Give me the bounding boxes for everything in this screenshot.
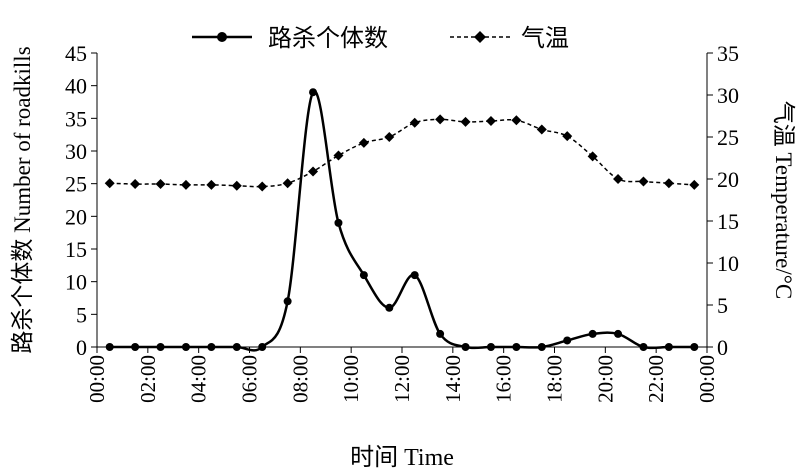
roadkills-point — [639, 343, 648, 351]
roadkills-point — [512, 343, 521, 351]
roadkills-point — [359, 271, 368, 280]
temperature-point — [435, 114, 446, 125]
right-y-axis-title: 气温 Temperature/°C — [771, 101, 796, 300]
roadkills-point — [105, 343, 114, 351]
left-y-tick-label: 40 — [65, 74, 87, 99]
roadkills-point — [664, 343, 673, 351]
left-y-tick-label: 30 — [65, 139, 87, 164]
x-axis-title: 时间 Time — [350, 444, 454, 471]
roadkills-point — [614, 329, 623, 338]
roadkills-point — [207, 343, 216, 351]
temperature-point — [460, 116, 471, 127]
x-tick-label: 04:00 — [187, 355, 211, 403]
right-y-tick-label: 15 — [717, 209, 739, 234]
temperature-line — [109, 118, 695, 188]
right-y-tick-label: 30 — [717, 83, 739, 108]
roadkills-line — [109, 90, 695, 352]
temperature-point — [689, 179, 700, 190]
right-y-tick-label: 20 — [717, 167, 739, 192]
temperature-point — [358, 137, 369, 148]
temperature-point — [536, 124, 547, 135]
roadkills-point — [181, 343, 190, 351]
left-y-tick-label: 0 — [76, 335, 87, 360]
plot-axes — [96, 53, 708, 348]
temperature-point — [409, 117, 420, 128]
left-y-tick-label: 20 — [65, 204, 87, 229]
legend-temperature-marker — [474, 31, 486, 43]
left-y-axis-ticks: 0 5 10 15 20 25 30 35 40 45 — [65, 41, 97, 360]
left-y-tick-label: 5 — [76, 302, 87, 327]
x-tick-label: 12:00 — [390, 355, 414, 403]
x-tick-label: 00:00 — [85, 355, 109, 403]
legend-temperature-label: 气温 — [521, 25, 569, 52]
right-y-tick-label: 35 — [717, 41, 739, 66]
temperature-point — [180, 179, 191, 190]
roadkills-point — [563, 336, 572, 345]
temperature-point — [231, 180, 242, 191]
roadkills-point — [156, 343, 165, 351]
x-tick-label: 16:00 — [492, 355, 516, 403]
x-tick-label: 06:00 — [238, 355, 262, 403]
right-y-tick-label: 10 — [717, 251, 739, 276]
temperature-point — [104, 178, 115, 189]
temperature-point — [308, 166, 319, 177]
left-y-tick-label: 10 — [65, 270, 87, 295]
left-y-tick-label: 15 — [65, 237, 87, 262]
temperature-point — [384, 132, 395, 142]
temperature-point — [333, 150, 344, 161]
temperature-point — [282, 178, 293, 189]
roadkills-point — [334, 218, 343, 227]
x-tick-label: 14:00 — [441, 355, 465, 403]
x-axis-ticks: 00:00 02:00 04:00 06:00 08:00 10:00 12:00 14:00… — [85, 347, 719, 403]
left-y-tick-label: 35 — [65, 106, 87, 131]
roadkills-point — [258, 343, 267, 351]
temperature-point — [663, 178, 674, 189]
series-temperature — [104, 114, 700, 192]
x-tick-label: 08:00 — [288, 355, 312, 403]
roadkills-point — [131, 343, 140, 351]
temperature-point — [206, 179, 217, 190]
roadkills-point — [690, 343, 699, 351]
left-y-axis-title: 路杀个体数 Number of roadkills — [10, 46, 35, 353]
right-y-tick-label: 25 — [717, 125, 739, 150]
roadkills-point — [385, 303, 394, 312]
roadkills-point — [232, 343, 241, 351]
temperature-point — [257, 181, 268, 192]
left-y-tick-label: 25 — [65, 172, 87, 197]
temperature-point — [511, 115, 522, 126]
x-tick-label: 10:00 — [339, 355, 363, 403]
x-tick-label: 20:00 — [593, 355, 617, 403]
temperature-point — [485, 116, 496, 127]
right-y-tick-label: 0 — [717, 335, 728, 360]
roadkills-point — [537, 343, 546, 351]
temperature-point — [638, 176, 649, 187]
roadkills-point — [588, 329, 597, 338]
roadkills-point — [461, 343, 470, 351]
legend: 路杀个体数 气温 — [192, 25, 569, 52]
roadkills-point — [309, 88, 318, 97]
roadkills-point — [436, 329, 445, 338]
legend-roadkills-label: 路杀个体数 — [268, 25, 388, 52]
right-y-axis-ticks: 0 5 10 15 20 25 30 35 — [707, 41, 739, 360]
roadkills-point — [410, 271, 419, 280]
temperature-point — [562, 131, 573, 142]
x-tick-label: 22:00 — [644, 355, 668, 403]
roadkills-point — [486, 343, 495, 351]
temperature-point — [155, 179, 166, 190]
x-tick-label: 02:00 — [136, 355, 160, 403]
legend-roadkills-marker — [217, 32, 227, 42]
temperature-point — [130, 179, 141, 190]
temperature-point — [613, 174, 624, 184]
series-roadkills — [105, 88, 699, 352]
temperature-point — [587, 151, 598, 162]
left-y-tick-label: 45 — [65, 41, 87, 66]
x-tick-label: 18:00 — [543, 355, 567, 403]
roadkills-point — [283, 297, 292, 306]
x-tick-label: 00:00 — [695, 355, 719, 403]
right-y-tick-label: 5 — [717, 293, 728, 318]
